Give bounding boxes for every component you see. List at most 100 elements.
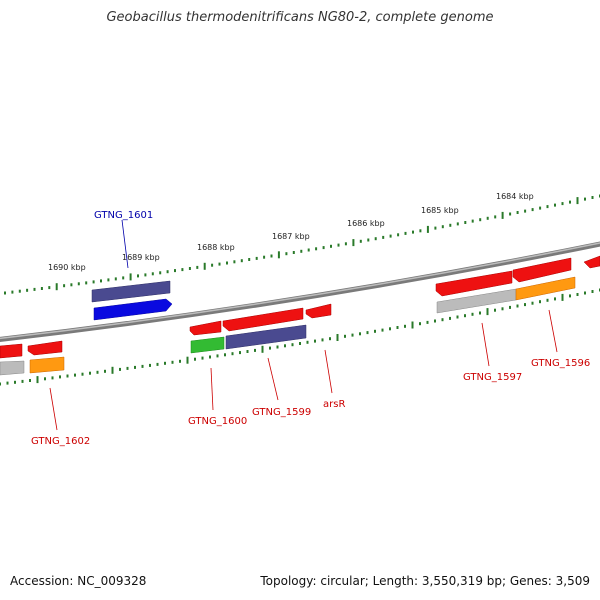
minor-tick	[51, 376, 54, 380]
minor-tick	[531, 208, 534, 212]
minor-tick	[479, 218, 482, 222]
major-tick	[111, 366, 114, 374]
leader-line-gtng-1596	[548, 309, 558, 353]
major-tick	[336, 334, 339, 341]
minor-tick	[539, 206, 542, 210]
minor-tick	[441, 225, 444, 229]
gene-label-gtng-1600[interactable]: GTNG_1600	[188, 416, 247, 427]
minor-tick	[344, 334, 346, 338]
minor-tick	[151, 272, 154, 276]
leader-line-gtng-1601	[121, 219, 129, 269]
minor-tick	[449, 316, 451, 320]
minor-tick	[292, 251, 295, 254]
major-tick	[36, 376, 39, 384]
minor-tick	[404, 324, 406, 328]
gene-arsr-red[interactable]	[305, 303, 332, 319]
gene-gtng-1596-orange[interactable]	[515, 276, 576, 301]
minor-tick	[100, 279, 102, 283]
minor-tick	[216, 354, 219, 358]
gene-gtng-1600-red[interactable]	[189, 320, 222, 336]
gene-label-gtng-1601[interactable]: GTNG_1601	[94, 210, 153, 221]
minor-tick	[48, 286, 51, 290]
minor-tick	[306, 340, 309, 344]
minor-tick	[531, 301, 534, 305]
minor-tick	[4, 291, 6, 295]
minor-tick	[179, 359, 181, 363]
minor-tick	[449, 223, 452, 227]
minor-tick	[382, 235, 385, 239]
gene-gtng-1602-red[interactable]	[27, 340, 63, 356]
minor-tick	[89, 371, 91, 375]
minor-tick	[539, 300, 541, 304]
minor-tick	[591, 290, 594, 293]
scale-label: 1686 kbp	[347, 219, 385, 228]
minor-tick	[166, 270, 169, 274]
gene-gtng-1596-red[interactable]	[512, 257, 572, 283]
leader-line-gtng-1600	[210, 367, 214, 411]
minor-tick	[471, 219, 474, 223]
minor-tick	[441, 318, 444, 322]
gene-left-gray[interactable]	[0, 360, 25, 376]
minor-tick	[374, 329, 376, 333]
minor-tick	[374, 237, 377, 241]
gene-label-gtng-1602[interactable]: GTNG_1602	[31, 436, 90, 447]
minor-tick	[516, 304, 519, 308]
gene-gtng-1599-red[interactable]	[222, 307, 304, 332]
minor-tick	[389, 234, 392, 238]
minor-tick	[181, 268, 184, 272]
accession-text: Accession: NC_009328	[10, 574, 147, 588]
gene-gtng-1602-orange[interactable]	[29, 356, 65, 374]
minor-tick	[59, 375, 61, 379]
minor-tick	[29, 379, 31, 382]
gene-label-gtng-1599[interactable]: GTNG_1599	[252, 407, 311, 418]
minor-tick	[359, 239, 362, 243]
gene-label-gtng-1597[interactable]: GTNG_1597	[463, 372, 522, 383]
minor-tick	[315, 247, 318, 251]
minor-tick	[396, 326, 399, 329]
minor-tick	[330, 244, 332, 248]
minor-tick	[464, 314, 466, 318]
minor-tick	[211, 263, 214, 267]
minor-tick	[248, 258, 251, 261]
scale-label: 1690 kbp	[48, 263, 86, 272]
gene-gtng-1597-red[interactable]	[435, 270, 513, 297]
minor-tick	[569, 294, 571, 298]
gene-label-gtng-1596[interactable]: GTNG_1596	[531, 358, 590, 369]
minor-tick	[74, 373, 76, 377]
scale-label: 1688 kbp	[197, 243, 235, 252]
minor-tick	[255, 256, 258, 260]
minor-tick	[218, 262, 221, 266]
major-tick	[352, 239, 355, 247]
gene-offscreen-red[interactable]	[583, 255, 600, 269]
minor-tick	[224, 353, 226, 357]
minor-tick	[321, 338, 324, 342]
minor-tick	[270, 254, 273, 258]
leader-line-arsr	[324, 349, 333, 394]
minor-tick	[209, 355, 211, 359]
gene-gtng-1601-track-purple[interactable]	[91, 280, 171, 303]
gene-gtng-1600-green[interactable]	[190, 336, 225, 354]
minor-tick	[494, 215, 497, 219]
minor-tick	[269, 346, 271, 350]
minor-tick	[0, 382, 1, 386]
minor-tick	[300, 249, 303, 253]
leader-line-gtng-1597	[481, 322, 490, 367]
major-tick	[261, 345, 264, 353]
minor-tick	[96, 370, 99, 374]
minor-tick	[434, 226, 437, 230]
major-tick	[561, 293, 564, 301]
map-title: Geobacillus thermodenitrificans NG80-2, …	[106, 10, 494, 25]
gene-left-red-1[interactable]	[0, 343, 23, 359]
minor-tick	[314, 339, 316, 343]
major-tick	[129, 273, 132, 281]
genome-backbone	[0, 241, 600, 342]
minor-tick	[546, 298, 549, 302]
minor-tick	[412, 230, 414, 234]
gene-gtng-1599-purple[interactable]	[225, 324, 307, 350]
minor-tick	[233, 260, 236, 264]
gene-label-arsr[interactable]: arsR	[323, 399, 345, 410]
gene-gtng-1601-track-blue[interactable]	[93, 298, 173, 321]
minor-tick	[114, 277, 117, 281]
major-tick	[486, 308, 489, 316]
